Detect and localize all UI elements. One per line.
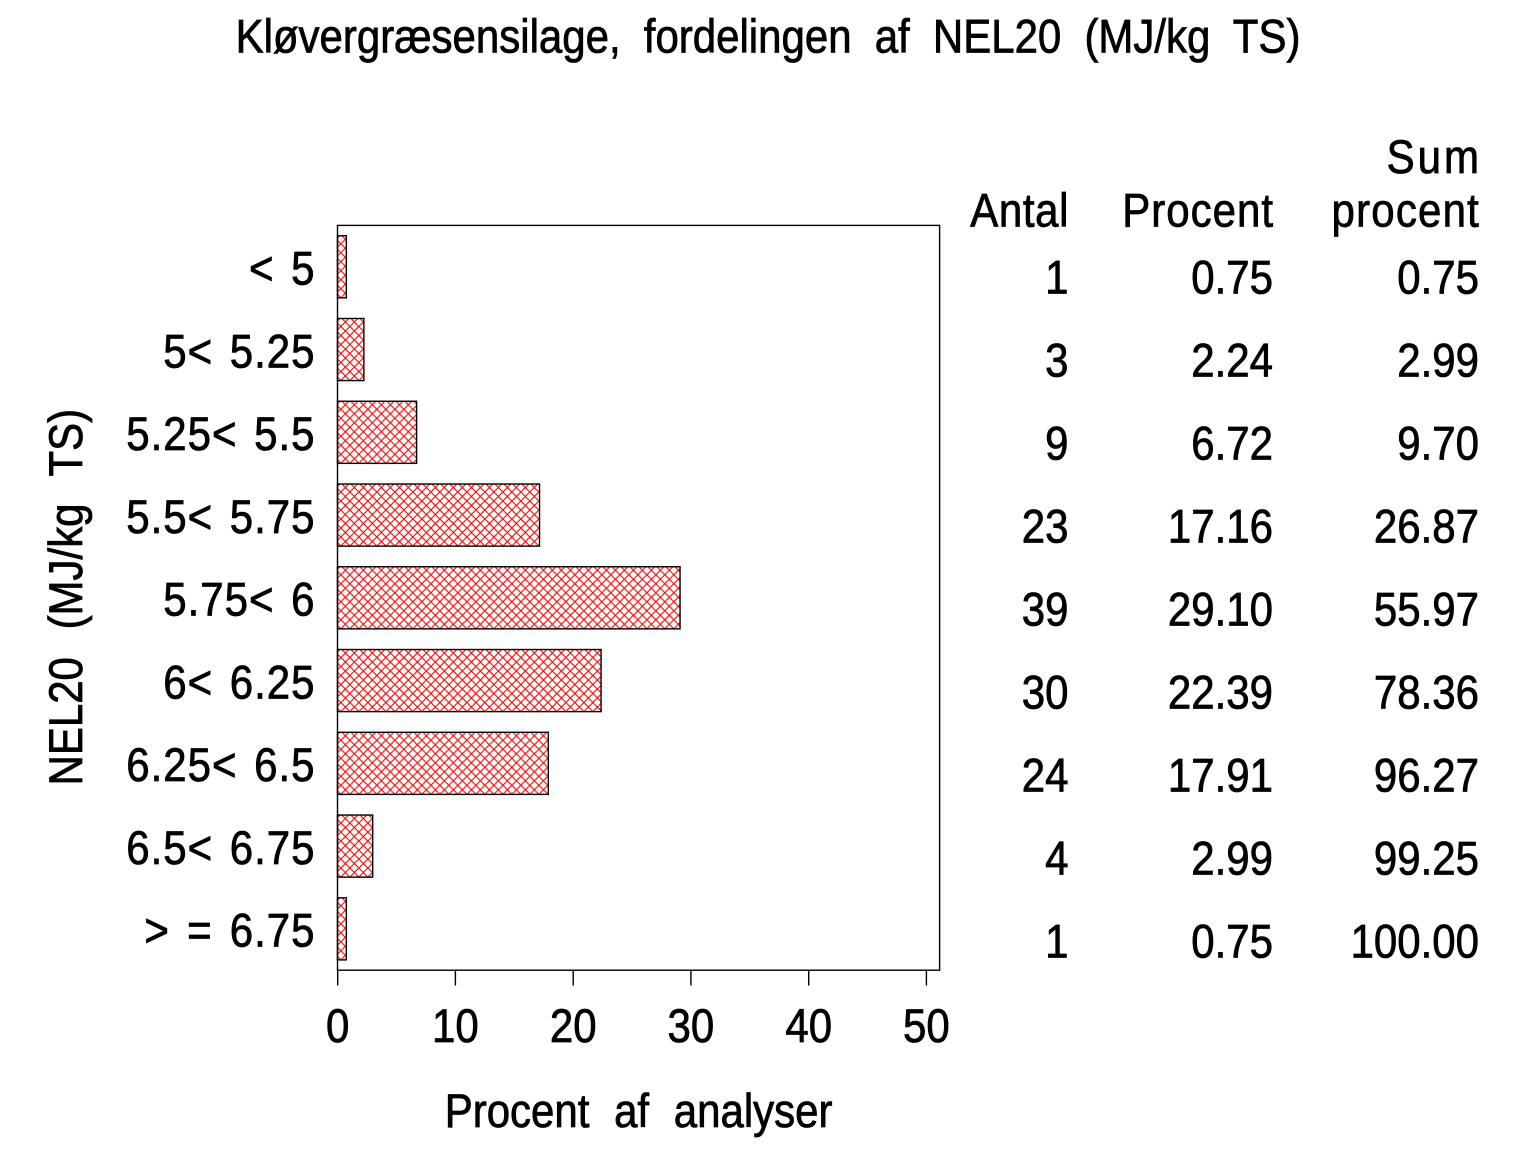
svg-text:0.75: 0.75 [1191, 252, 1273, 304]
svg-text:0.75: 0.75 [1397, 252, 1479, 304]
svg-text:6.25< 6.5: 6.25< 6.5 [126, 740, 315, 792]
svg-text:4: 4 [1045, 833, 1068, 885]
svg-text:Procent af analyser: Procent af analyser [445, 1086, 833, 1138]
svg-text:20: 20 [550, 1001, 597, 1053]
svg-text:17.91: 17.91 [1168, 750, 1273, 802]
svg-text:5.5< 5.75: 5.5< 5.75 [126, 492, 315, 544]
svg-text:3: 3 [1045, 335, 1068, 387]
svg-text:NEL20 (MJ/kg TS): NEL20 (MJ/kg TS) [41, 409, 93, 786]
svg-text:99.25: 99.25 [1374, 833, 1479, 885]
svg-text:1: 1 [1045, 252, 1068, 304]
svg-text:5.25< 5.5: 5.25< 5.5 [126, 409, 315, 461]
svg-text:6.72: 6.72 [1191, 418, 1273, 470]
svg-text:1: 1 [1045, 916, 1068, 968]
svg-text:22.39: 22.39 [1168, 667, 1273, 719]
svg-text:55.97: 55.97 [1374, 584, 1479, 636]
svg-text:9.70: 9.70 [1397, 418, 1479, 470]
svg-text:0: 0 [326, 1001, 349, 1053]
svg-text:24: 24 [1022, 750, 1069, 802]
svg-text:10: 10 [432, 1001, 479, 1053]
svg-text:23: 23 [1022, 501, 1069, 553]
svg-text:9: 9 [1045, 418, 1068, 470]
svg-text:6.5< 6.75: 6.5< 6.75 [126, 823, 315, 875]
svg-text:96.27: 96.27 [1374, 750, 1479, 802]
svg-text:30: 30 [1022, 667, 1069, 719]
svg-text:6< 6.25: 6< 6.25 [163, 657, 315, 709]
svg-text:78.36: 78.36 [1374, 667, 1479, 719]
svg-text:> = 6.75: > = 6.75 [144, 906, 315, 958]
svg-text:50: 50 [903, 1001, 950, 1053]
svg-text:2.99: 2.99 [1397, 335, 1479, 387]
svg-text:Procent: Procent [1122, 186, 1274, 238]
svg-text:26.87: 26.87 [1374, 501, 1479, 553]
svg-text:2.99: 2.99 [1191, 833, 1273, 885]
svg-text:Sum: Sum [1387, 132, 1482, 184]
svg-text:procent: procent [1332, 186, 1480, 238]
svg-text:5.75< 6: 5.75< 6 [163, 574, 315, 626]
svg-text:5< 5.25: 5< 5.25 [163, 326, 315, 378]
svg-text:< 5: < 5 [249, 243, 316, 295]
svg-text:17.16: 17.16 [1168, 501, 1273, 553]
svg-text:2.24: 2.24 [1191, 335, 1273, 387]
svg-text:Kløvergræsensilage, fordelinge: Kløvergræsensilage, fordelingen af NEL20… [236, 11, 1301, 63]
svg-text:40: 40 [785, 1001, 832, 1053]
svg-text:30: 30 [668, 1001, 715, 1053]
svg-text:29.10: 29.10 [1168, 584, 1273, 636]
svg-text:0.75: 0.75 [1191, 916, 1273, 968]
svg-text:39: 39 [1022, 584, 1069, 636]
svg-text:Antal: Antal [970, 186, 1069, 238]
svg-text:100.00: 100.00 [1351, 916, 1479, 968]
